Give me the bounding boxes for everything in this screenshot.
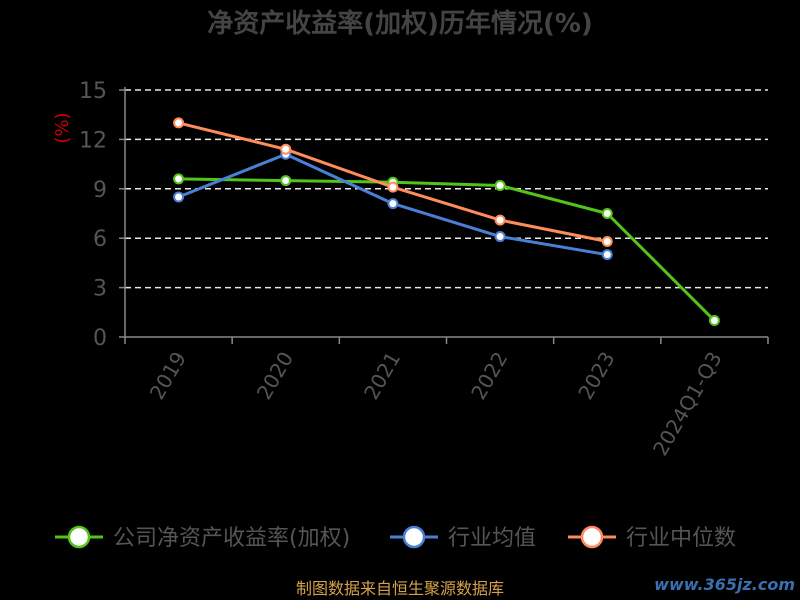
legend-label: 行业中位数 (626, 526, 736, 551)
legend-swatch-marker (67, 525, 91, 549)
axes: 0 3 6 9 12 15 2019 2020 2021 2022 2023 2024Q1-Q3 (79, 79, 769, 460)
data-point (494, 231, 506, 243)
data-point (601, 249, 613, 261)
legend: 公司净资产收益率(加权) 行业均值 行业中位数 (55, 525, 736, 551)
chart-title: 净资产收益率(加权)历年情况(%) (207, 8, 593, 39)
x-tick-label: 2021 (359, 348, 405, 404)
data-point (387, 181, 399, 193)
data-point (173, 191, 185, 203)
data-point (280, 143, 292, 155)
grid-lines (125, 89, 768, 289)
x-tick-label: 2019 (145, 348, 191, 404)
y-tick-label: 15 (79, 79, 107, 104)
data-point (280, 175, 292, 187)
data-point (387, 198, 399, 210)
legend-label: 行业均值 (448, 526, 536, 551)
y-tick-label: 9 (93, 178, 107, 203)
data-point (494, 180, 506, 192)
series-lines (173, 117, 720, 327)
watermark: www.365jz.com (654, 575, 795, 594)
data-point (708, 315, 720, 327)
series-line-0 (178, 177, 716, 322)
y-axis-label: (%) (52, 112, 73, 143)
legend-label: 公司净资产收益率(加权) (113, 526, 350, 551)
data-source-note: 制图数据来自恒生聚源数据库 (296, 579, 504, 598)
data-point (173, 117, 185, 129)
legend-swatch-marker (402, 525, 426, 549)
x-tick-label: 2024Q1-Q3 (648, 348, 727, 460)
x-tick-label: 2023 (573, 348, 619, 404)
data-point (173, 173, 185, 185)
y-tick-label: 3 (93, 277, 107, 302)
data-point (601, 208, 613, 219)
data-point (494, 214, 506, 226)
legend-swatch-marker (580, 525, 604, 549)
data-point (601, 235, 613, 247)
y-tick-label: 12 (79, 128, 107, 153)
y-tick-label: 0 (93, 326, 107, 351)
x-tick-label: 2020 (252, 348, 298, 404)
y-tick-label: 6 (93, 227, 107, 252)
x-tick-label: 2022 (466, 348, 512, 404)
